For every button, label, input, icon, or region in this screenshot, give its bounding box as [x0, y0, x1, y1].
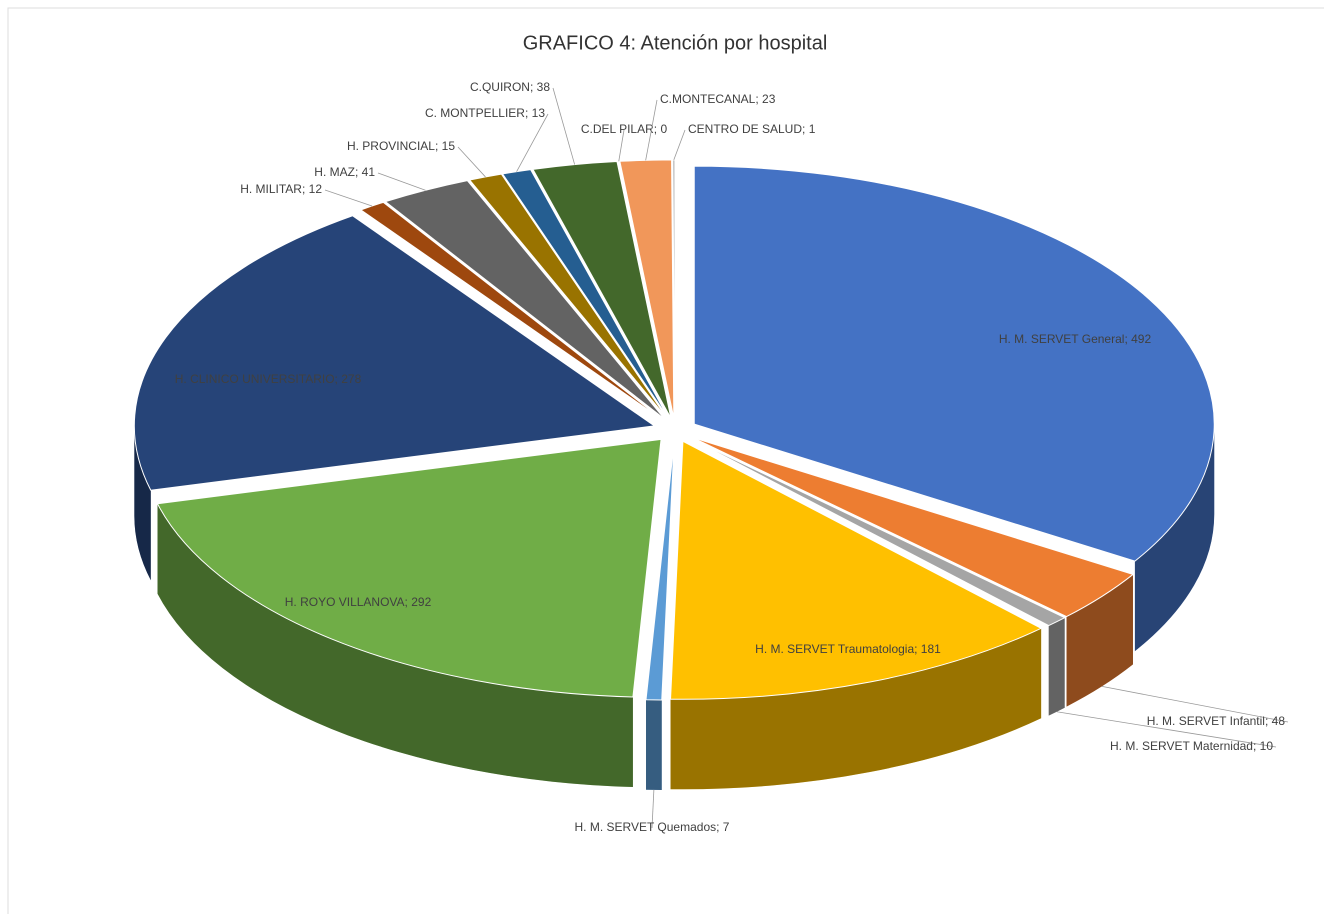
- label-value: 292: [411, 595, 431, 609]
- label-separator: ;: [525, 106, 532, 120]
- leader-line: [377, 172, 426, 191]
- label-value: 492: [1131, 332, 1151, 346]
- leader-line: [324, 189, 373, 207]
- slice: [133, 215, 656, 491]
- data-label: C. MONTPELLIER; 13: [425, 106, 545, 120]
- label-separator: ;: [1124, 332, 1131, 346]
- slice-side: [157, 503, 633, 787]
- data-label: C.MONTECANAL; 23: [660, 92, 776, 106]
- data-label: H. ROYO VILLANOVA; 292: [285, 595, 432, 609]
- label-separator: ;: [530, 80, 537, 94]
- label-value: 10: [1260, 739, 1274, 753]
- label-name: C.QUIRON: [470, 80, 530, 94]
- data-label: C.DEL PILAR; 0: [581, 122, 668, 136]
- label-name: H. MILITAR: [240, 182, 302, 196]
- slice: [619, 159, 675, 419]
- label-value: 181: [921, 642, 941, 656]
- slice-side: [1066, 574, 1133, 707]
- label-separator: ;: [914, 642, 921, 656]
- label-value: 7: [723, 820, 730, 834]
- label-name: C.MONTECANAL: [660, 92, 756, 106]
- data-label: H. MAZ; 41: [314, 165, 375, 179]
- chart-title: GRAFICO 4: Atención por hospital: [523, 32, 828, 54]
- slice-side-shade: [1048, 617, 1065, 716]
- label-separator: ;: [1265, 714, 1272, 728]
- data-label: H. MILITAR; 12: [240, 182, 322, 196]
- label-separator: ;: [716, 820, 723, 834]
- leader-line: [651, 789, 655, 829]
- leader-line: [552, 87, 576, 165]
- data-label: H. M. SERVET Quemados; 7: [575, 820, 730, 834]
- data-label: H. M. SERVET Maternidad; 10: [1110, 739, 1273, 753]
- data-label: CENTRO DE SALUD; 1: [688, 122, 816, 136]
- slice-side-shade: [1134, 424, 1215, 652]
- label-value: 38: [537, 80, 551, 94]
- label-value: 48: [1272, 714, 1286, 728]
- label-value: 23: [762, 92, 776, 106]
- slice-side: [1048, 617, 1065, 716]
- data-label: H. M. SERVET Infantil; 48: [1147, 714, 1286, 728]
- leader-line: [673, 129, 686, 161]
- label-name: H. MAZ: [314, 165, 355, 179]
- label-name: H. ROYO VILLANOVA: [285, 595, 405, 609]
- label-name: H. PROVINCIAL: [347, 139, 435, 153]
- label-value: 12: [309, 182, 323, 196]
- label-value: 41: [362, 165, 376, 179]
- leader-line: [618, 129, 625, 162]
- label-name: H. M. SERVET General: [999, 332, 1125, 346]
- leader-line: [516, 113, 549, 172]
- label-separator: ;: [405, 595, 412, 609]
- label-name: H. M. SERVET Traumatologia: [755, 642, 914, 656]
- label-name: C. MONTPELLIER: [425, 106, 525, 120]
- label-value: 1: [809, 122, 816, 136]
- slice-side: [134, 425, 151, 581]
- label-separator: ;: [802, 122, 809, 136]
- slice: [645, 442, 675, 701]
- label-separator: ;: [435, 139, 442, 153]
- label-value: 278: [341, 372, 361, 386]
- leader-line: [457, 146, 486, 178]
- slice-side: [646, 699, 662, 791]
- slice-side-shade: [670, 628, 1042, 790]
- label-name: H. CLINICO UNIVERSITARIO: [175, 372, 335, 386]
- chart-frame: [7, 7, 1324, 914]
- data-label: H. M. SERVET Traumatologia; 181: [755, 642, 941, 656]
- label-separator: ;: [755, 92, 762, 106]
- label-value: 13: [532, 106, 546, 120]
- leader-line: [1056, 711, 1277, 748]
- label-name: H. M. SERVET Quemados: [575, 820, 717, 834]
- slice-side-shade: [1066, 574, 1133, 707]
- leader-line: [645, 99, 658, 161]
- slice-side-shade: [157, 503, 633, 787]
- slice-side: [670, 628, 1042, 790]
- label-name: CENTRO DE SALUD: [688, 122, 802, 136]
- data-label: H. CLINICO UNIVERSITARIO; 278: [175, 372, 362, 386]
- label-name: C.DEL PILAR: [581, 122, 654, 136]
- label-name: H. M. SERVET Maternidad: [1110, 739, 1253, 753]
- label-value: 15: [442, 139, 456, 153]
- slice: [384, 180, 666, 420]
- slice: [359, 201, 664, 421]
- leader-line: [1101, 685, 1289, 723]
- data-label: H. PROVINCIAL; 15: [347, 139, 455, 153]
- slice: [156, 438, 662, 698]
- slice: [670, 440, 1043, 700]
- label-separator: ;: [1253, 739, 1260, 753]
- label-separator: ;: [335, 372, 342, 386]
- slice: [693, 165, 1215, 562]
- label-value: 0: [660, 122, 667, 136]
- data-label: C.QUIRON; 38: [470, 80, 550, 94]
- slice-side-shade: [646, 699, 662, 791]
- label-separator: ;: [355, 165, 362, 179]
- slice: [532, 160, 672, 419]
- slice: [692, 436, 1135, 618]
- label-separator: ;: [654, 122, 661, 136]
- label-separator: ;: [302, 182, 309, 196]
- label-name: H. M. SERVET Infantil: [1147, 714, 1265, 728]
- slice-side: [1134, 424, 1215, 652]
- data-label: H. M. SERVET General; 492: [999, 332, 1152, 346]
- slice-side-shade: [134, 425, 151, 581]
- slice: [690, 438, 1066, 627]
